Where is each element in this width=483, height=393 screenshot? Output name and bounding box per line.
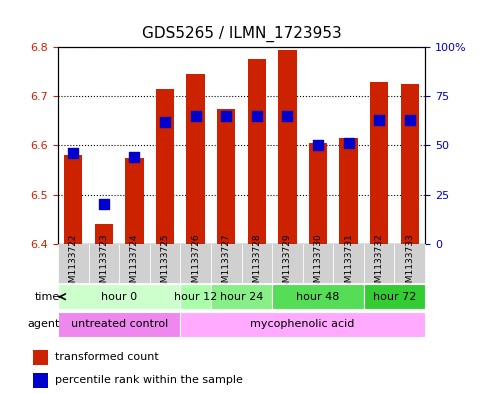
Bar xyxy=(248,59,266,244)
FancyBboxPatch shape xyxy=(242,244,272,283)
Text: GSM1133730: GSM1133730 xyxy=(313,233,323,294)
FancyBboxPatch shape xyxy=(303,244,333,283)
Bar xyxy=(186,74,205,244)
Text: GDS5265 / ILMN_1723953: GDS5265 / ILMN_1723953 xyxy=(142,26,341,42)
Text: GSM1133723: GSM1133723 xyxy=(99,233,108,294)
Text: GSM1133733: GSM1133733 xyxy=(405,233,414,294)
Text: GSM1133728: GSM1133728 xyxy=(252,233,261,294)
Text: GSM1133731: GSM1133731 xyxy=(344,233,353,294)
Point xyxy=(253,113,261,119)
Text: hour 12: hour 12 xyxy=(174,292,217,302)
FancyBboxPatch shape xyxy=(150,244,180,283)
Text: GSM1133729: GSM1133729 xyxy=(283,233,292,294)
Bar xyxy=(156,89,174,244)
Point xyxy=(70,150,77,156)
FancyBboxPatch shape xyxy=(211,244,242,283)
Point xyxy=(130,154,138,160)
Bar xyxy=(217,108,235,244)
Bar xyxy=(95,224,113,244)
FancyBboxPatch shape xyxy=(58,285,180,309)
Bar xyxy=(309,143,327,244)
Bar xyxy=(340,138,358,244)
Bar xyxy=(370,82,388,244)
Text: GSM1133726: GSM1133726 xyxy=(191,233,200,294)
Text: GSM1133725: GSM1133725 xyxy=(160,233,170,294)
FancyBboxPatch shape xyxy=(58,244,88,283)
Text: GSM1133724: GSM1133724 xyxy=(130,233,139,294)
Text: hour 48: hour 48 xyxy=(296,292,340,302)
Text: hour 72: hour 72 xyxy=(373,292,416,302)
FancyBboxPatch shape xyxy=(364,285,425,309)
Text: GSM1133722: GSM1133722 xyxy=(69,233,78,294)
FancyBboxPatch shape xyxy=(272,244,303,283)
Bar xyxy=(64,155,83,244)
Point xyxy=(100,201,108,208)
Point xyxy=(375,117,383,123)
Text: time: time xyxy=(34,292,59,302)
Text: hour 0: hour 0 xyxy=(101,292,137,302)
Point xyxy=(406,117,413,123)
FancyBboxPatch shape xyxy=(180,312,425,336)
FancyBboxPatch shape xyxy=(211,285,272,309)
FancyBboxPatch shape xyxy=(272,285,364,309)
FancyBboxPatch shape xyxy=(119,244,150,283)
FancyBboxPatch shape xyxy=(395,244,425,283)
Text: mycophenolic acid: mycophenolic acid xyxy=(251,319,355,329)
Point xyxy=(192,113,199,119)
Bar xyxy=(278,50,297,244)
FancyBboxPatch shape xyxy=(333,244,364,283)
Text: agent: agent xyxy=(27,319,59,329)
Bar xyxy=(33,373,48,388)
Text: percentile rank within the sample: percentile rank within the sample xyxy=(55,375,242,385)
Bar xyxy=(33,350,48,365)
Point xyxy=(345,140,353,147)
Point xyxy=(222,113,230,119)
Text: transformed count: transformed count xyxy=(55,352,158,362)
Text: GSM1133727: GSM1133727 xyxy=(222,233,231,294)
Point xyxy=(284,113,291,119)
Text: hour 24: hour 24 xyxy=(220,292,263,302)
FancyBboxPatch shape xyxy=(364,244,395,283)
Text: GSM1133732: GSM1133732 xyxy=(375,233,384,294)
Text: untreated control: untreated control xyxy=(71,319,168,329)
FancyBboxPatch shape xyxy=(180,244,211,283)
FancyBboxPatch shape xyxy=(180,285,211,309)
FancyBboxPatch shape xyxy=(58,312,180,336)
FancyBboxPatch shape xyxy=(88,244,119,283)
Point xyxy=(314,142,322,149)
Bar xyxy=(400,84,419,244)
Bar xyxy=(125,158,143,244)
Point xyxy=(161,119,169,125)
